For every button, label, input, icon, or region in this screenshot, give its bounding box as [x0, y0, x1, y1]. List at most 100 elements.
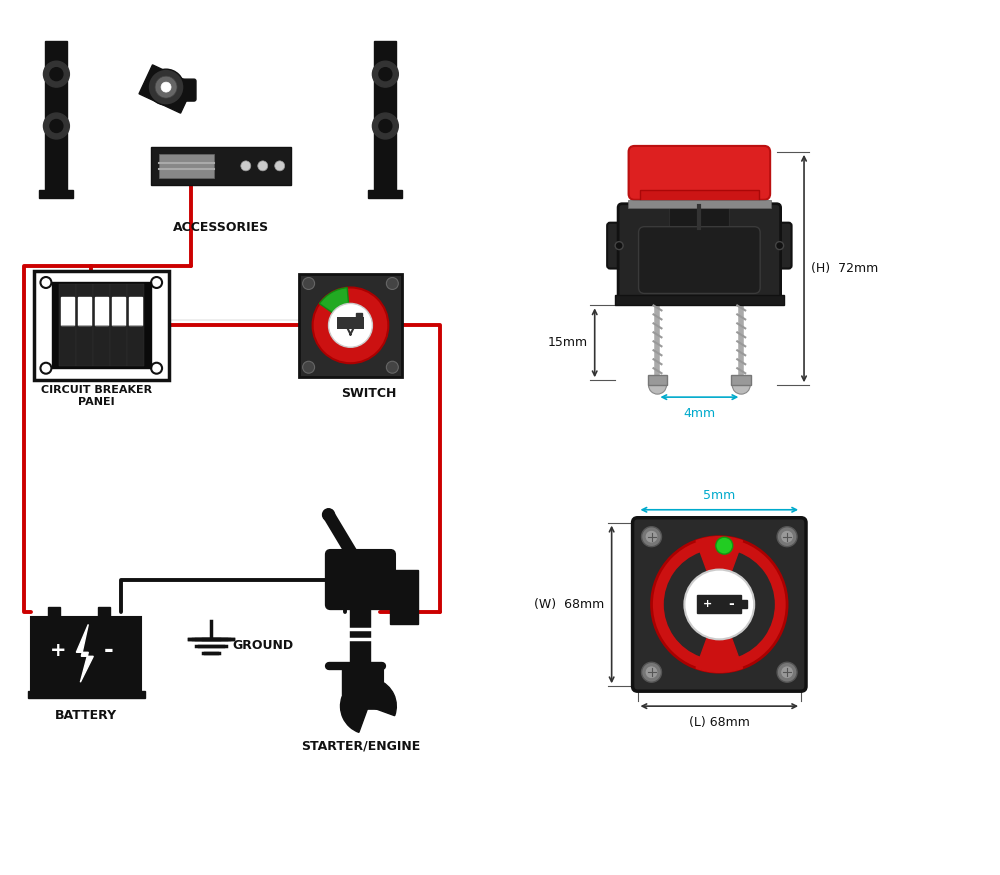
FancyBboxPatch shape: [129, 298, 142, 326]
Wedge shape: [696, 536, 742, 605]
FancyBboxPatch shape: [326, 550, 395, 610]
FancyBboxPatch shape: [95, 298, 108, 326]
Text: (H)  72mm: (H) 72mm: [811, 262, 878, 275]
FancyBboxPatch shape: [669, 204, 729, 228]
Wedge shape: [368, 680, 396, 716]
Wedge shape: [664, 553, 719, 656]
Circle shape: [652, 536, 787, 672]
FancyBboxPatch shape: [76, 284, 93, 367]
Circle shape: [155, 76, 177, 98]
Text: +: +: [703, 599, 712, 610]
Circle shape: [303, 361, 315, 374]
Circle shape: [40, 363, 51, 374]
Polygon shape: [76, 625, 93, 682]
FancyBboxPatch shape: [299, 274, 402, 377]
Circle shape: [777, 662, 797, 682]
FancyBboxPatch shape: [31, 617, 141, 692]
FancyBboxPatch shape: [607, 222, 631, 269]
Circle shape: [148, 69, 184, 105]
FancyBboxPatch shape: [93, 284, 110, 367]
FancyBboxPatch shape: [350, 599, 370, 669]
Polygon shape: [139, 65, 194, 113]
Circle shape: [313, 288, 388, 363]
FancyBboxPatch shape: [112, 298, 125, 326]
Wedge shape: [341, 696, 368, 732]
FancyBboxPatch shape: [182, 79, 196, 102]
FancyBboxPatch shape: [741, 600, 747, 608]
Wedge shape: [719, 553, 774, 656]
FancyBboxPatch shape: [640, 190, 759, 202]
FancyBboxPatch shape: [648, 375, 667, 385]
FancyBboxPatch shape: [633, 518, 806, 691]
Circle shape: [386, 277, 398, 290]
Circle shape: [642, 527, 661, 547]
Circle shape: [781, 530, 794, 543]
Text: (L) 68mm: (L) 68mm: [689, 716, 750, 729]
Circle shape: [684, 570, 754, 640]
Text: -: -: [728, 598, 734, 612]
Text: 4mm: 4mm: [683, 407, 715, 420]
Circle shape: [386, 361, 398, 374]
Wedge shape: [696, 605, 742, 672]
Circle shape: [372, 61, 398, 88]
Circle shape: [275, 161, 285, 171]
FancyBboxPatch shape: [34, 270, 169, 380]
FancyBboxPatch shape: [61, 298, 74, 326]
FancyBboxPatch shape: [98, 607, 110, 617]
FancyBboxPatch shape: [697, 596, 741, 613]
FancyBboxPatch shape: [615, 296, 784, 305]
Circle shape: [372, 113, 398, 139]
FancyBboxPatch shape: [390, 570, 418, 625]
Circle shape: [615, 242, 623, 249]
Circle shape: [241, 161, 251, 171]
FancyBboxPatch shape: [356, 313, 362, 318]
FancyBboxPatch shape: [629, 146, 770, 200]
Circle shape: [732, 376, 750, 394]
Circle shape: [303, 277, 315, 290]
Circle shape: [776, 242, 784, 249]
Circle shape: [379, 67, 392, 80]
Text: SWITCH: SWITCH: [341, 387, 396, 400]
Circle shape: [43, 61, 69, 88]
Text: 15mm: 15mm: [548, 336, 588, 349]
FancyBboxPatch shape: [45, 41, 67, 191]
Circle shape: [642, 662, 661, 682]
FancyBboxPatch shape: [39, 190, 73, 198]
FancyBboxPatch shape: [52, 283, 151, 368]
FancyBboxPatch shape: [159, 154, 214, 178]
Circle shape: [323, 508, 335, 521]
Circle shape: [43, 113, 69, 139]
Text: STARTER/ENGINE: STARTER/ENGINE: [301, 739, 420, 752]
FancyBboxPatch shape: [78, 298, 91, 326]
FancyBboxPatch shape: [151, 147, 291, 185]
FancyBboxPatch shape: [110, 284, 127, 367]
FancyBboxPatch shape: [343, 663, 383, 709]
FancyBboxPatch shape: [731, 375, 751, 385]
Text: BATTERY: BATTERY: [55, 709, 117, 722]
Circle shape: [645, 530, 658, 543]
Circle shape: [645, 666, 658, 679]
Text: +: +: [50, 640, 67, 660]
FancyBboxPatch shape: [28, 690, 145, 697]
FancyBboxPatch shape: [768, 222, 792, 269]
FancyBboxPatch shape: [337, 318, 364, 329]
FancyBboxPatch shape: [628, 200, 771, 207]
FancyBboxPatch shape: [48, 607, 60, 617]
Circle shape: [329, 304, 372, 347]
Text: ACCESSORIES: ACCESSORIES: [173, 220, 269, 234]
Text: -: -: [103, 639, 113, 662]
Circle shape: [649, 376, 666, 394]
Circle shape: [777, 527, 797, 547]
FancyBboxPatch shape: [618, 204, 781, 301]
Circle shape: [716, 537, 733, 554]
Circle shape: [379, 120, 392, 132]
Text: GROUND: GROUND: [233, 639, 294, 652]
Text: (W)  68mm: (W) 68mm: [534, 598, 605, 611]
Circle shape: [161, 82, 171, 92]
Circle shape: [50, 120, 63, 132]
FancyBboxPatch shape: [368, 190, 402, 198]
Circle shape: [151, 277, 162, 288]
Text: CIRCUIT BREAKER
PANEI: CIRCUIT BREAKER PANEI: [41, 385, 152, 407]
Circle shape: [50, 67, 63, 80]
FancyBboxPatch shape: [59, 284, 76, 367]
